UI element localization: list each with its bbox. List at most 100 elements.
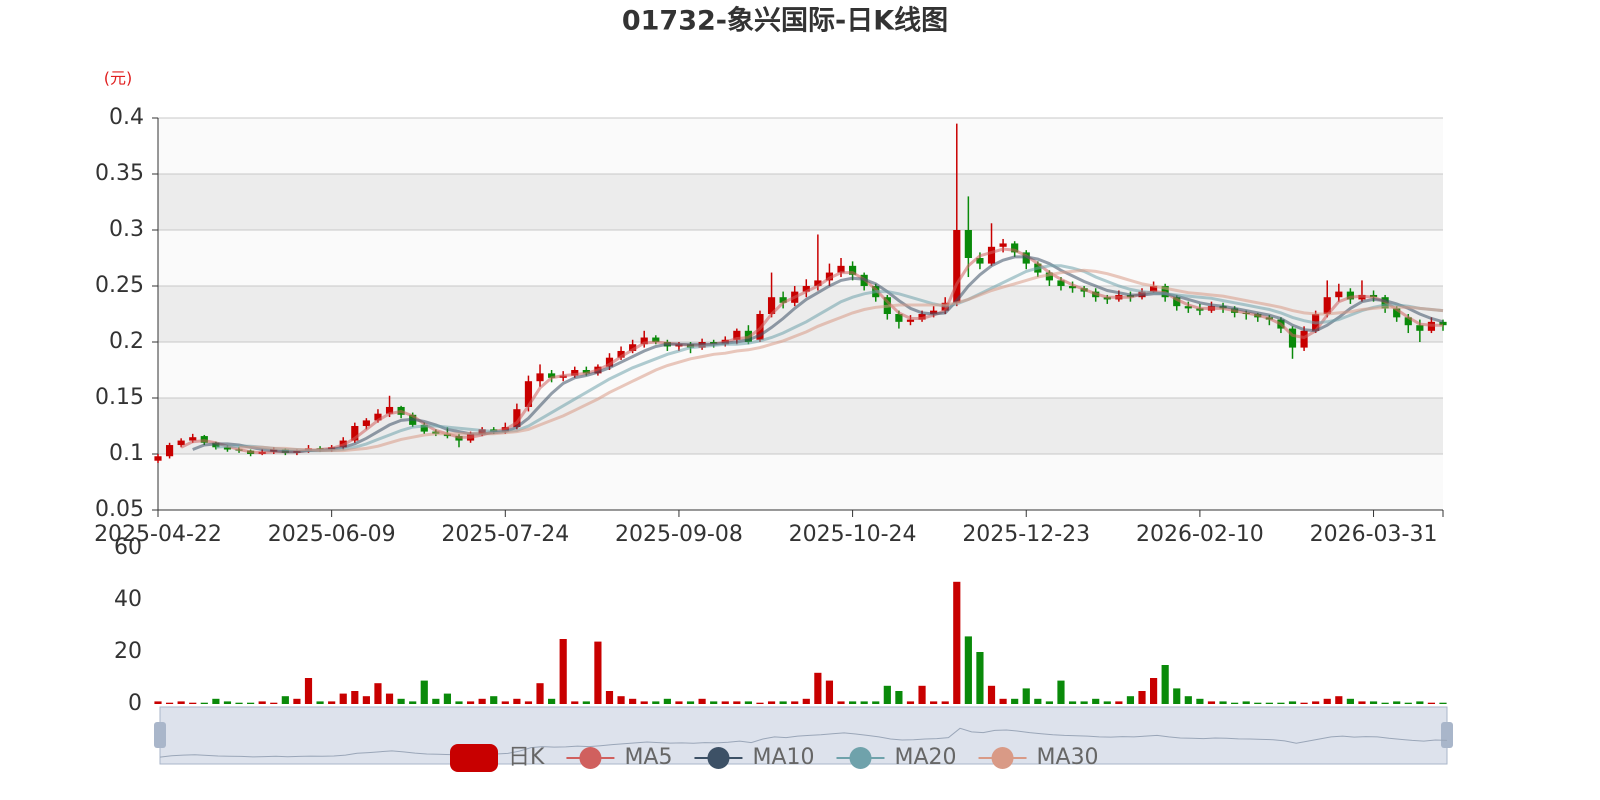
candle-body bbox=[351, 426, 359, 441]
volume-bar bbox=[490, 696, 498, 704]
ma-line bbox=[192, 255, 1444, 454]
x-tick-label: 2025-10-24 bbox=[789, 522, 917, 547]
volume-bar bbox=[443, 693, 452, 704]
volume-bar bbox=[432, 698, 440, 704]
volume-bar bbox=[362, 696, 370, 704]
candle-body bbox=[802, 286, 810, 292]
candle-body bbox=[374, 413, 382, 421]
volume-bar bbox=[1173, 688, 1181, 704]
volume-bar bbox=[501, 701, 509, 704]
y-tick-label: 0.15 bbox=[95, 385, 144, 410]
volume-tick-label: 60 bbox=[114, 535, 142, 560]
volume-bar bbox=[1034, 698, 1042, 704]
volume-bar bbox=[953, 581, 961, 704]
candle-body bbox=[767, 297, 776, 314]
legend-label[interactable]: 日K bbox=[508, 745, 545, 770]
volume-bar bbox=[258, 701, 266, 704]
volume-bar bbox=[930, 701, 938, 704]
volume-bar bbox=[409, 701, 417, 704]
legend-label[interactable]: MA20 bbox=[895, 745, 957, 770]
volume-bar bbox=[548, 698, 556, 704]
candle-body bbox=[1068, 286, 1077, 289]
volume-bar bbox=[779, 701, 787, 704]
legend-icon bbox=[849, 747, 872, 769]
volume-bar bbox=[293, 698, 301, 704]
volume-bar bbox=[281, 696, 289, 704]
candle-body bbox=[1300, 330, 1308, 348]
volume-tick-label: 0 bbox=[128, 691, 142, 716]
candle-body bbox=[987, 246, 996, 264]
volume-bar bbox=[1300, 702, 1308, 704]
candle-body bbox=[779, 297, 787, 303]
candle-body bbox=[154, 456, 162, 461]
volume-bar bbox=[1427, 702, 1436, 704]
volume-bar bbox=[1207, 701, 1216, 704]
volume-bar bbox=[1022, 688, 1030, 704]
y-tick-label: 0.05 bbox=[95, 497, 144, 522]
candle-body bbox=[1323, 297, 1331, 314]
volume-bar bbox=[1184, 696, 1192, 704]
split-area bbox=[158, 118, 1443, 174]
candle-body bbox=[1149, 286, 1158, 292]
volume-bar bbox=[316, 701, 324, 704]
volume-bar bbox=[802, 698, 810, 704]
candle-body bbox=[582, 370, 590, 374]
volume-bar bbox=[351, 691, 359, 704]
candle-body bbox=[605, 357, 614, 367]
volume-bar bbox=[374, 683, 382, 704]
volume-bar bbox=[247, 702, 255, 704]
volume-bar bbox=[154, 701, 162, 704]
volume-bar bbox=[1323, 698, 1331, 704]
volume-bar bbox=[571, 701, 579, 704]
zoom-handle[interactable] bbox=[154, 722, 166, 748]
volume-bar bbox=[177, 701, 185, 704]
volume-bar bbox=[339, 693, 347, 704]
volume-bar bbox=[918, 685, 926, 704]
volume-bar bbox=[860, 701, 868, 704]
volume-bar bbox=[1369, 701, 1378, 704]
volume-bar bbox=[1196, 698, 1204, 704]
volume-bar bbox=[1358, 701, 1366, 704]
zoom-handle[interactable] bbox=[1441, 722, 1453, 748]
volume-bar bbox=[1439, 702, 1447, 704]
volume-bar bbox=[1335, 696, 1343, 704]
candle-body bbox=[420, 424, 428, 432]
candle-body bbox=[930, 310, 938, 314]
ma-line bbox=[215, 264, 1444, 453]
legend-label[interactable]: MA5 bbox=[624, 745, 672, 770]
volume-bar bbox=[1346, 698, 1354, 704]
candle-body bbox=[189, 437, 197, 441]
x-tick-label: 2025-07-24 bbox=[441, 522, 569, 547]
volume-bar bbox=[1404, 702, 1412, 704]
candle-body bbox=[1404, 317, 1412, 326]
legend-label[interactable]: MA30 bbox=[1037, 745, 1099, 770]
candle-body bbox=[849, 265, 857, 275]
volume-bar bbox=[189, 702, 197, 704]
volume-bar bbox=[328, 701, 336, 704]
volume-bar bbox=[1092, 698, 1100, 704]
volume-bar bbox=[1011, 698, 1019, 704]
volume-bar bbox=[1381, 702, 1389, 704]
volume-bar bbox=[1103, 701, 1111, 704]
candle-body bbox=[733, 330, 741, 340]
volume-bar bbox=[513, 698, 521, 704]
volume-bar bbox=[675, 701, 683, 704]
ma-line bbox=[180, 247, 1443, 455]
volume-bar bbox=[640, 701, 648, 704]
volume-bar bbox=[1115, 701, 1123, 704]
volume-bar bbox=[663, 698, 671, 704]
y-tick-label: 0.1 bbox=[109, 441, 144, 466]
volume-bar bbox=[1393, 701, 1401, 704]
candle-body bbox=[1011, 243, 1019, 253]
volume-bar bbox=[478, 698, 486, 704]
candle-body bbox=[617, 350, 625, 358]
volume-bar bbox=[1138, 691, 1146, 704]
legend-label[interactable]: MA10 bbox=[752, 745, 814, 770]
volume-bar bbox=[1312, 701, 1320, 704]
volume-bar bbox=[536, 683, 544, 704]
candle-body bbox=[652, 337, 660, 342]
volume-bar bbox=[756, 702, 764, 704]
volume-bar bbox=[906, 701, 915, 704]
legend-icon[interactable] bbox=[450, 744, 498, 772]
